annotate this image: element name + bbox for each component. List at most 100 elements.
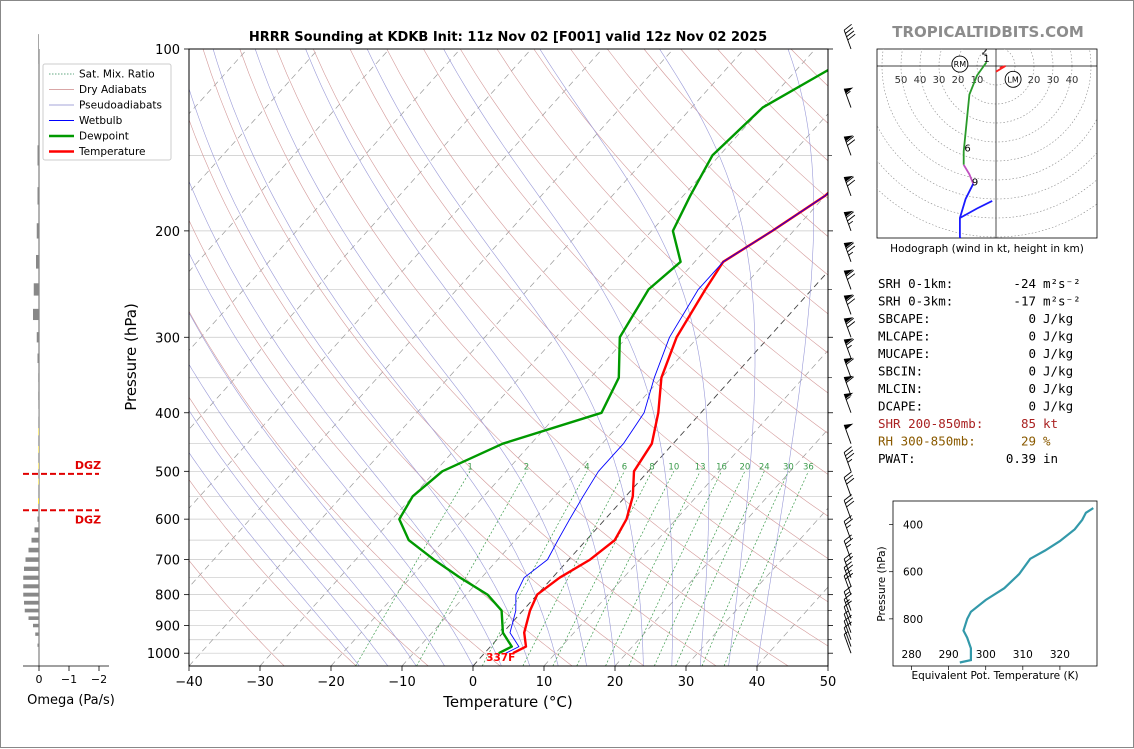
- barb-half: [845, 592, 850, 595]
- omega-bar: [36, 255, 39, 269]
- wind-barb: [843, 24, 859, 49]
- theta-e-x-tick-label: 290: [939, 649, 959, 661]
- omega-tick-label: 0: [36, 673, 43, 686]
- y-tick-label: 200: [155, 225, 180, 240]
- omega-bar: [33, 309, 39, 320]
- stat-unit: in: [1043, 451, 1058, 466]
- omega-tick-label: −1: [61, 673, 77, 686]
- stat-label: DCAPE:: [878, 399, 923, 414]
- stat-unit: m²s⁻²: [1043, 294, 1081, 309]
- mixing-ratio-line: [724, 471, 808, 666]
- omega-bar-dgz: [38, 498, 39, 504]
- x-tick-label: 40: [749, 675, 766, 690]
- dgz-label: DGZ: [75, 459, 101, 472]
- stat-label: SRH 0-1km:: [878, 276, 953, 291]
- stat-label: MLCIN:: [878, 381, 923, 396]
- pseudoadiabat-line: [660, 49, 756, 666]
- legend-label: Temperature: [78, 146, 146, 158]
- x-tick-label: 30: [678, 675, 695, 690]
- stat-label: MUCAPE:: [878, 346, 931, 361]
- isotherm-line: [260, 49, 815, 666]
- barb-half: [848, 252, 853, 255]
- mixing-ratio-label: 16: [716, 462, 727, 472]
- stat-unit: J/kg: [1043, 311, 1073, 326]
- omega-bar: [32, 538, 40, 543]
- omega-bar: [29, 616, 40, 620]
- pseudoadiabat-line: [444, 49, 673, 666]
- legend-label: Wetbulb: [79, 115, 123, 127]
- barb-half: [846, 544, 851, 547]
- x-tick-label: −20: [317, 675, 344, 690]
- mixing-ratio-label: 13: [695, 462, 706, 472]
- x-tick-label: −30: [246, 675, 273, 690]
- stat-value: 29: [1021, 434, 1036, 449]
- mixing-ratio-label: 8: [649, 462, 654, 472]
- stat-label: SBCIN:: [878, 364, 923, 379]
- storm-motion-label: RM: [954, 60, 967, 69]
- mixing-ratio-label: 1: [467, 462, 472, 472]
- pseudoadiabat-line: [120, 49, 473, 666]
- theta-e-y-tick-label: 800: [903, 614, 923, 626]
- omega-bar: [23, 576, 39, 580]
- theta-e-x-tick-label: 280: [902, 649, 922, 661]
- stat-value: 0: [1028, 329, 1036, 344]
- barb-staff: [844, 453, 851, 472]
- x-axis-label: Temperature (°C): [442, 693, 572, 711]
- omega-bar: [25, 609, 39, 613]
- omega-bar: [26, 557, 40, 561]
- omega-bar: [38, 517, 40, 522]
- mixing-ratio-line: [654, 471, 745, 666]
- omega-bar: [38, 644, 40, 647]
- omega-bar: [37, 332, 39, 342]
- wind-barb: [844, 315, 859, 337]
- x-tick-label: 10: [536, 675, 553, 690]
- wind-barb: [844, 422, 859, 444]
- theta-e-y-tick-label: 600: [903, 567, 923, 579]
- stat-unit: J/kg: [1043, 346, 1073, 361]
- wind-barb: [843, 447, 859, 472]
- y-axis-label: Pressure (hPa): [122, 303, 140, 411]
- wind-barb: [843, 535, 859, 560]
- y-tick-label: 600: [155, 513, 180, 528]
- x-tick-label: −10: [388, 675, 415, 690]
- y-tick-label: 700: [155, 554, 180, 569]
- barb-staff: [844, 478, 851, 497]
- hodo-ring-label: 50: [895, 75, 908, 86]
- omega-bar: [38, 187, 40, 204]
- stat-value: 0: [1028, 311, 1036, 326]
- dry-adiabat-line: [313, 49, 932, 666]
- wind-barb: [844, 240, 859, 262]
- hodo-ring-label: 30: [1047, 75, 1060, 86]
- stat-label: SRH 0-3km:: [878, 294, 953, 309]
- stat-label: PWAT:: [878, 451, 916, 466]
- barb-half: [846, 525, 851, 528]
- mixing-ratio-line: [356, 471, 471, 666]
- isotherm-line: [331, 49, 886, 666]
- stat-value: -17: [1013, 294, 1036, 309]
- omega-bar: [23, 584, 39, 588]
- wind-barb: [844, 356, 859, 378]
- y-tick-label: 100: [155, 43, 180, 58]
- stat-label: SHR 200-850mb:: [878, 416, 983, 431]
- omega-bar: [34, 283, 39, 295]
- omega-bar: [24, 567, 39, 571]
- hodo-ring-label: 20: [952, 75, 965, 86]
- barb-staff: [844, 541, 851, 560]
- y-tick-label: 900: [155, 620, 180, 635]
- omega-bar: [35, 527, 40, 532]
- theta-e-x-tick-label: 320: [1050, 649, 1070, 661]
- omega-bar: [35, 632, 39, 635]
- mixing-ratio-label: 36: [803, 462, 814, 472]
- hodo-height-label: 6: [964, 144, 970, 155]
- barb-pennant: [844, 422, 854, 430]
- theta-e-y-tick-label: 400: [903, 520, 923, 532]
- barb-staff: [844, 576, 851, 595]
- stat-unit: J/kg: [1043, 399, 1073, 414]
- mixing-ratio-label: 10: [668, 462, 679, 472]
- stat-value: 0: [1028, 399, 1036, 414]
- chart-title: HRRR Sounding at KDKB Init: 11z Nov 02 […: [249, 30, 767, 45]
- y-tick-label: 800: [155, 589, 180, 604]
- isotherm-line: [189, 49, 744, 666]
- profile-dewpoint: [399, 49, 865, 653]
